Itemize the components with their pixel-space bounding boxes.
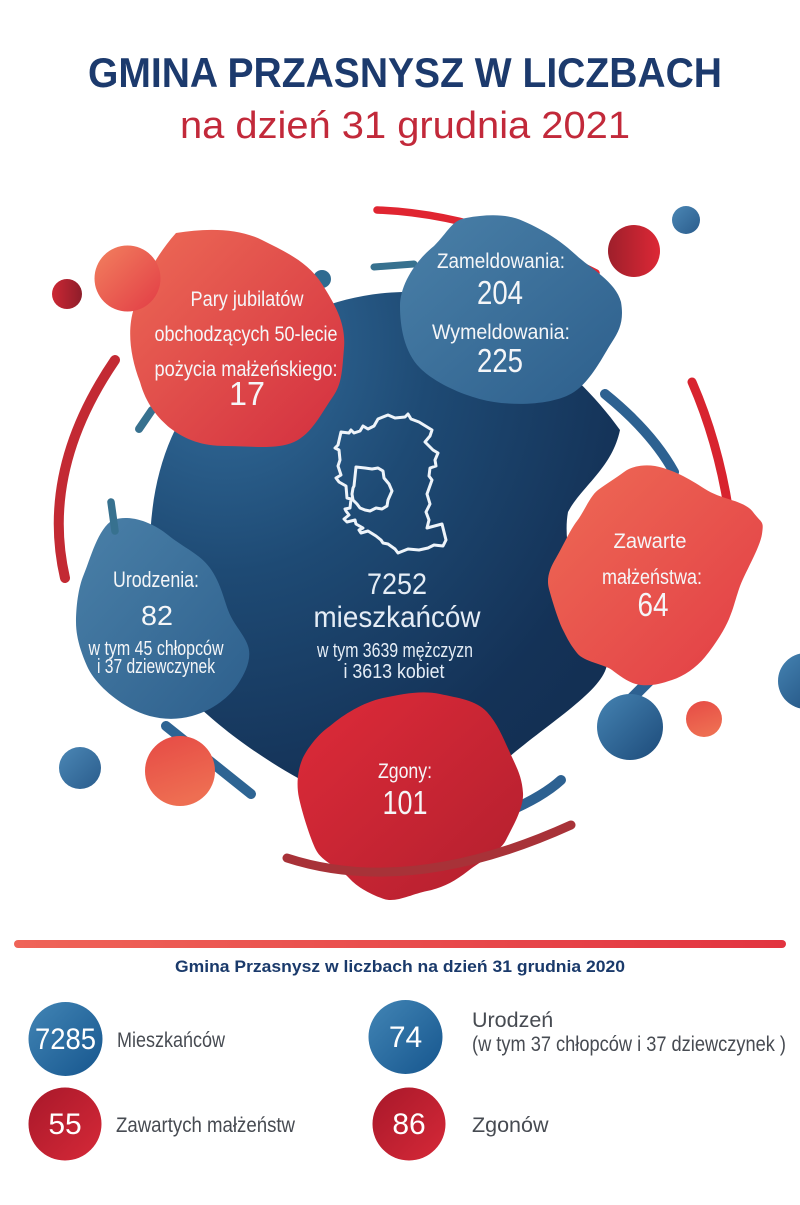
svg-text:obchodzących 50-lecie: obchodzących 50-lecie: [155, 323, 338, 346]
svg-text:Urodzenia:: Urodzenia:: [113, 567, 199, 592]
svg-text:64: 64: [638, 586, 669, 623]
svg-text:w tym 3639 mężczyzn: w tym 3639 mężczyzn: [316, 640, 473, 662]
svg-text:Gmina Przasnysz w liczbach na: Gmina Przasnysz w liczbach na dzień 31 g…: [175, 957, 625, 976]
svg-text:55: 55: [48, 1108, 81, 1141]
svg-text:na dzień 31 grudnia 2021: na dzień 31 grudnia 2021: [180, 105, 630, 147]
svg-text:Zgonów: Zgonów: [472, 1113, 549, 1137]
svg-text:Pary jubilatów: Pary jubilatów: [191, 288, 305, 311]
svg-text:7285: 7285: [35, 1023, 96, 1056]
svg-text:i 37 dziewczynek: i 37 dziewczynek: [97, 656, 216, 678]
svg-text:w tym 45 chłopców: w tym 45 chłopców: [88, 638, 224, 660]
svg-text:7252: 7252: [367, 568, 427, 601]
svg-text:Urodzeń: Urodzeń: [472, 1008, 553, 1032]
svg-text:Zawarte: Zawarte: [614, 530, 687, 553]
svg-text:17: 17: [229, 375, 265, 412]
svg-text:Mieszkańców: Mieszkańców: [117, 1028, 225, 1052]
svg-text:Zameldowania:: Zameldowania:: [437, 250, 565, 273]
svg-text:101: 101: [383, 784, 428, 821]
svg-text:74: 74: [389, 1021, 422, 1054]
svg-text:82: 82: [141, 600, 173, 631]
svg-text:225: 225: [477, 342, 523, 379]
svg-text:małżeństwa:: małżeństwa:: [602, 566, 702, 589]
svg-text:Zgony:: Zgony:: [378, 760, 432, 783]
svg-text:GMINA PRZASNYSZ W LICZBACH: GMINA PRZASNYSZ W LICZBACH: [88, 49, 722, 96]
svg-text:pożycia małżeńskiego:: pożycia małżeńskiego:: [155, 358, 338, 381]
svg-text:204: 204: [477, 274, 523, 311]
svg-text:Wymeldowania:: Wymeldowania:: [432, 321, 570, 344]
svg-text:i 3613 kobiet: i 3613 kobiet: [344, 661, 445, 683]
svg-text:Zawartych małżeństw: Zawartych małżeństw: [116, 1113, 295, 1137]
svg-text:86: 86: [392, 1108, 425, 1141]
svg-text:mieszkańców: mieszkańców: [314, 601, 481, 634]
svg-text:(w tym 37 chłopców i 37 dziewc: (w tym 37 chłopców i 37 dziewczynek ): [472, 1032, 786, 1056]
